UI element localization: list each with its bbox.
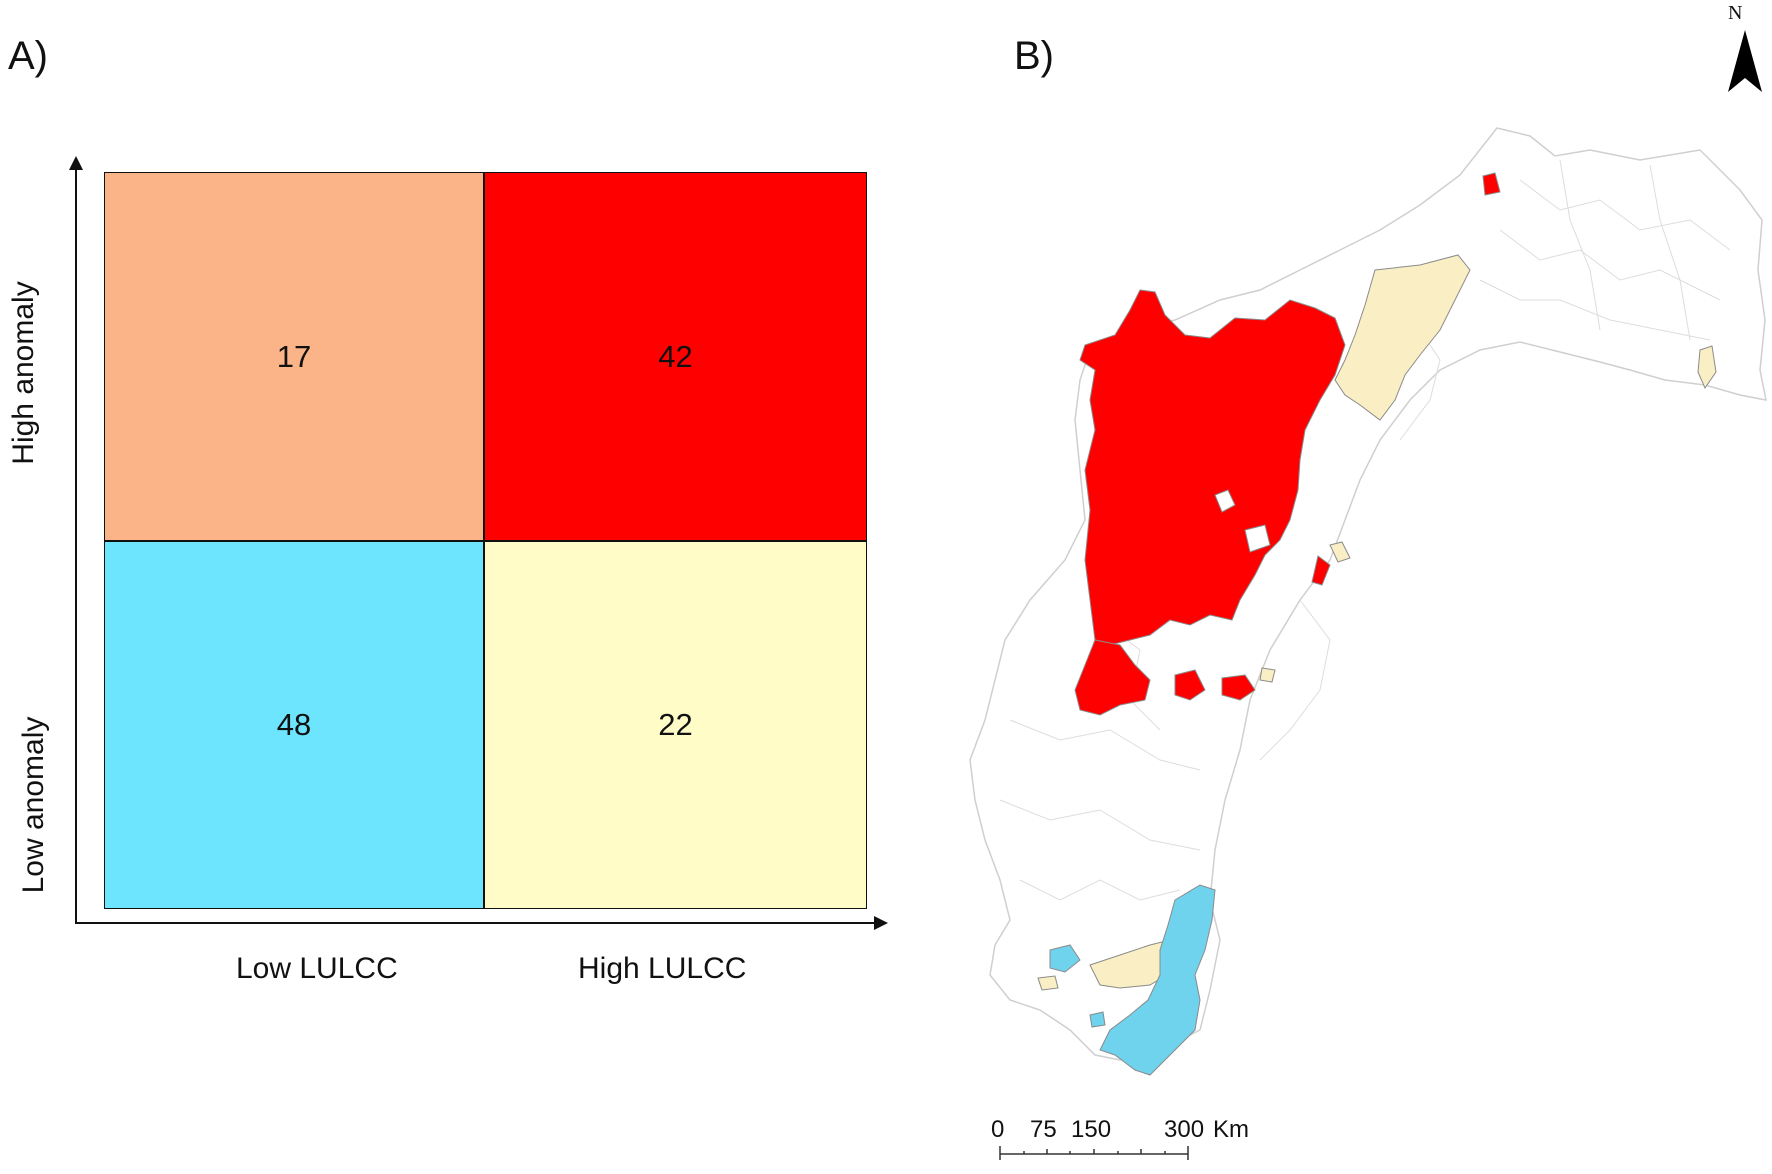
low-low-region [1049,944,1081,973]
cell-low-anomaly-high-lulcc: 22 [484,541,867,909]
y-label-high-anomaly: High anomaly [7,281,40,465]
white-gap [1244,524,1271,553]
high-high-region [1221,674,1256,701]
low-high-region [1329,541,1351,563]
scale-tick-150: 150 [1071,1116,1112,1143]
scale-tick-300: 300 [1164,1116,1205,1143]
high-high-region [1074,639,1151,716]
region-map [969,30,1767,1160]
white-gap [1214,489,1236,513]
high-high-region [1079,289,1346,646]
cell-value: 17 [276,338,312,374]
cell-value: 22 [658,707,693,742]
north-arrow-icon [1728,30,1762,92]
scale-unit: Km [1213,1116,1249,1143]
low-high-region [1334,254,1471,421]
high-high-region [1174,669,1206,701]
x-axis-arrowhead [874,916,888,930]
low-high-region [1697,345,1717,390]
cell-low-anomaly-low-lulcc: 48 [104,541,484,909]
high-high-region [1482,172,1501,196]
cell-value: 42 [658,338,693,374]
panel-b-label: B) [1014,34,1054,78]
scale-bar [999,1146,1189,1160]
x-label-high-lulcc: High LULCC [578,952,747,985]
cell-high-anomaly-low-lulcc: 17 [104,172,484,541]
y-label-low-anomaly: Low anomaly [17,716,50,894]
low-high-region [1037,975,1059,991]
low-low-region [1099,884,1216,1076]
scale-tick-0: 0 [991,1116,1005,1143]
y-axis-arrowhead [69,156,83,170]
north-label: N [1728,2,1743,24]
scale-tick-75: 75 [1030,1116,1057,1143]
panel-a-label: A) [8,34,48,78]
y-axis-line [75,168,77,922]
cell-high-anomaly-high-lulcc: 42 [484,172,867,541]
x-label-low-lulcc: Low LULCC [236,952,398,985]
low-low-region [1089,1011,1106,1028]
x-axis-line [75,922,875,924]
high-high-region [1311,555,1331,586]
low-high-region [1259,667,1276,683]
cell-value: 48 [276,707,312,742]
